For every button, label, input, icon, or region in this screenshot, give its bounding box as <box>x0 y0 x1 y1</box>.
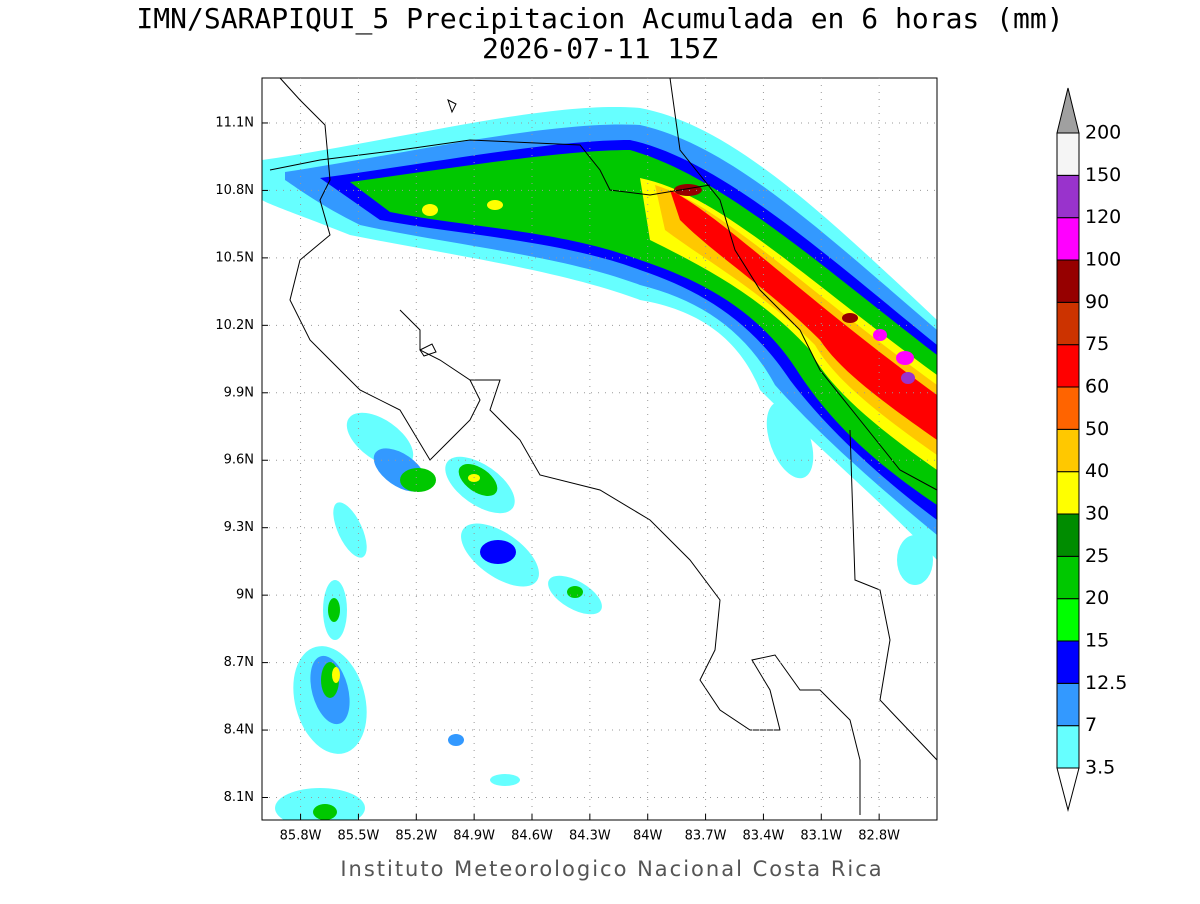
colorbar-label: 15 <box>1085 630 1109 652</box>
colorbar-over <box>1056 87 1080 134</box>
x-tick-label: 82.8W <box>858 829 900 844</box>
colorbar-label: 25 <box>1085 545 1109 567</box>
y-tick-label: 9N <box>236 588 254 603</box>
coastlines <box>269 77 938 815</box>
colorbar-box <box>1056 132 1080 176</box>
x-tick-label: 83.7W <box>685 829 727 844</box>
x-tick-label: 83.4W <box>743 829 785 844</box>
colorbar-box <box>1056 640 1080 684</box>
colorbar-label: 75 <box>1085 333 1109 355</box>
colorbar-box <box>1056 555 1080 600</box>
y-tick-label: 9.3N <box>224 520 254 535</box>
y-tick-label: 11.1N <box>215 115 254 130</box>
y-tick-label: 10.2N <box>215 318 254 333</box>
colorbar-under <box>1056 767 1080 812</box>
colorbar-label: 150 <box>1085 164 1121 186</box>
colorbar-box <box>1056 386 1080 430</box>
y-tick-label: 8.7N <box>224 655 254 670</box>
colorbar-box <box>1056 344 1080 388</box>
colorbar-box <box>1056 428 1080 473</box>
y-tick-label: 10.5N <box>215 250 254 265</box>
y-tick-label: 9.9N <box>224 385 254 400</box>
subtitle: 2026-07-11 15Z <box>482 32 718 65</box>
colorbar-box <box>1056 513 1080 557</box>
x-tick-label: 84.6W <box>511 829 553 844</box>
y-tick-label: 8.4N <box>224 723 254 738</box>
colorbar-label: 120 <box>1085 206 1121 228</box>
colorbar-box <box>1056 301 1080 346</box>
footer: Instituto Meteorologico Nacional Costa R… <box>340 857 883 881</box>
x-tick-label: 83.1W <box>800 829 842 844</box>
y-tick-label: 9.6N <box>224 453 254 468</box>
colorbar-label: 20 <box>1085 587 1109 609</box>
x-tick-label: 84.9W <box>453 829 495 844</box>
colorbar-box <box>1056 598 1080 642</box>
colorbar-label: 60 <box>1085 376 1109 398</box>
map-frame <box>261 77 938 821</box>
precipitation-field <box>262 106 937 820</box>
x-tick-label: 85.8W <box>280 829 322 844</box>
colorbar-label: 40 <box>1085 460 1109 482</box>
colorbar-label: 90 <box>1085 291 1109 313</box>
colorbar-box <box>1056 471 1080 515</box>
colorbar-box <box>1056 259 1080 303</box>
colorbar-label: 100 <box>1085 249 1121 271</box>
title: IMN/SARAPIQUI_5 Precipitacion Acumulada … <box>136 2 1063 36</box>
pacific-cells <box>275 401 933 820</box>
colorbar-label: 3.5 <box>1085 757 1115 779</box>
x-tick-label: 84.3W <box>569 829 611 844</box>
colorbar-box <box>1056 217 1080 261</box>
x-tick-label: 85.2W <box>395 829 437 844</box>
colorbar-label: 30 <box>1085 503 1109 525</box>
colorbar-label: 50 <box>1085 418 1109 440</box>
y-tick-label: 10.8N <box>215 183 254 198</box>
colorbar-label: 7 <box>1085 714 1097 736</box>
colorbar-box <box>1056 682 1080 727</box>
colorbar-box <box>1056 174 1080 219</box>
x-tick-label: 84W <box>633 829 663 844</box>
x-tick-label: 85.5W <box>338 829 380 844</box>
colorbar-box <box>1056 725 1080 769</box>
colorbar-label: 200 <box>1085 122 1121 144</box>
colorbar-label: 12.5 <box>1085 672 1127 694</box>
y-tick-label: 8.1N <box>224 790 254 805</box>
